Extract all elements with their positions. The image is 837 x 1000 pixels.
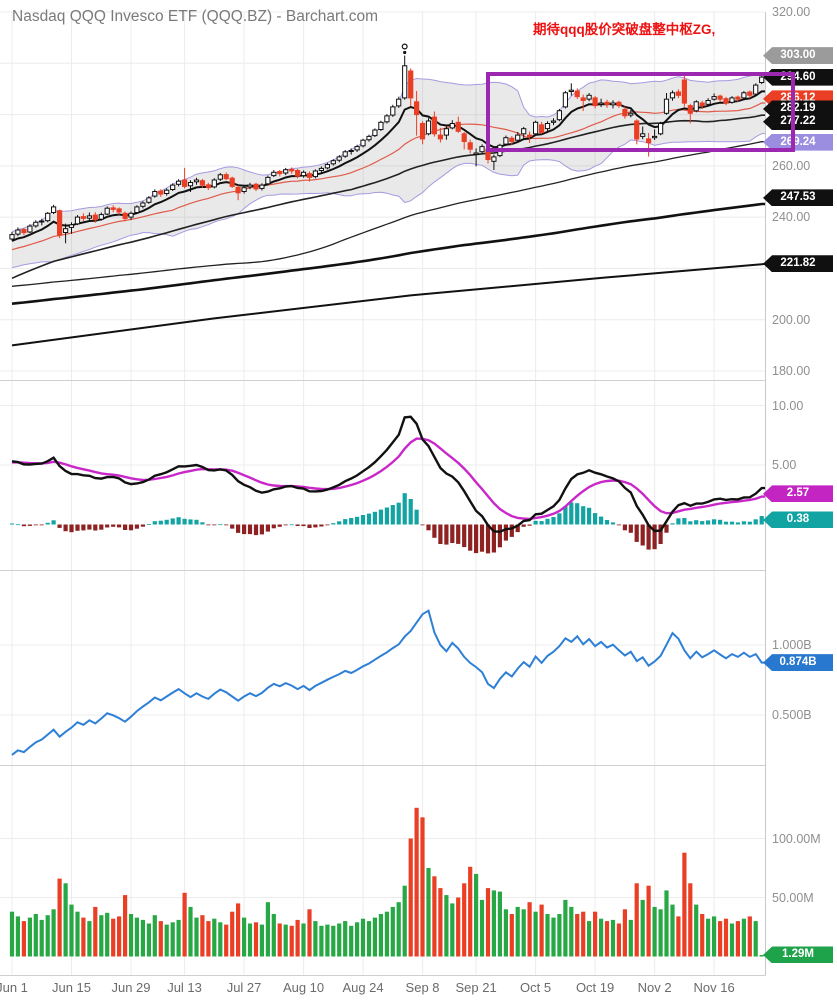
macd-axis-tick: 5.00 xyxy=(772,458,797,472)
price-axis-tick: 180.00 xyxy=(772,364,811,378)
price-badge: 277.22 xyxy=(763,113,833,131)
date-axis-tick: Sep 21 xyxy=(455,980,497,995)
user-annotation-text[interactable]: 期待qqq股价突破盘整中枢ZG, xyxy=(533,22,716,37)
volume-badge: 1.29M xyxy=(763,946,833,964)
date-axis-tick: Jul 13 xyxy=(167,980,202,995)
date-axis-tick: Oct 19 xyxy=(575,980,615,995)
user-annotation-rectangle[interactable] xyxy=(486,72,795,152)
volume-panel xyxy=(9,807,764,957)
volume-axis-tick: 100.00M xyxy=(772,831,821,846)
price-axis-tick: 200.00 xyxy=(772,312,811,327)
price-axis-tick: 260.00 xyxy=(772,158,811,173)
price-badge: 269.24 xyxy=(763,133,833,151)
macd-badge: 2.57 xyxy=(763,485,833,503)
date-axis-tick: Jun 29 xyxy=(111,980,151,995)
date-axis-tick: Oct 5 xyxy=(520,980,552,995)
bollinger-fill xyxy=(12,72,765,268)
date-axis-tick: Sep 8 xyxy=(405,980,440,995)
price-axis-tick: 320.00 xyxy=(772,5,811,19)
price-panel xyxy=(9,43,765,347)
price-badge: 221.82 xyxy=(763,255,833,273)
flow-panel xyxy=(11,609,765,756)
date-axis-tick: Nov 16 xyxy=(693,980,735,995)
macd-axis-tick: 10.00 xyxy=(772,398,804,413)
peak-marker-dot xyxy=(403,50,407,55)
flow-badge: 0.874B xyxy=(763,654,833,672)
date-axis-tick: Nov 2 xyxy=(637,980,672,995)
price-axis-tick: 240.00 xyxy=(772,210,811,225)
flow-axis-tick: 0.500B xyxy=(772,708,812,722)
date-axis-tick: Jun 15 xyxy=(51,980,92,995)
long-ma-line xyxy=(11,262,765,347)
price-badge: 303.00 xyxy=(763,47,833,65)
macd-badge: 0.38 xyxy=(763,511,833,529)
price-badge: 247.53 xyxy=(763,189,833,207)
date-axis-tick: Jun 1 xyxy=(0,980,28,995)
page-title: Nasdaq QQQ Invesco ETF (QQQ.BZ) - Barcha… xyxy=(12,8,379,25)
macd-panel xyxy=(9,415,765,554)
date-axis-tick: Aug 10 xyxy=(282,980,325,995)
date-axis-tick: Aug 24 xyxy=(342,980,384,995)
volume-axis-tick: 50.00M xyxy=(772,890,814,905)
peak-marker-icon xyxy=(401,43,408,50)
flow-axis-tick: 1.000B xyxy=(772,638,812,652)
date-axis-tick: Jul 27 xyxy=(226,980,262,995)
